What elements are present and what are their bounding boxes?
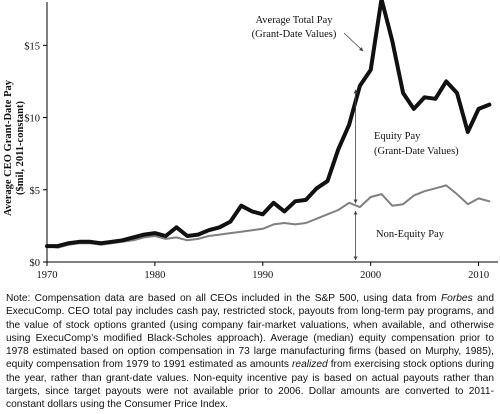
- ticks: 1970 1980 1990 2000 2010 $0 $5 $10 $15: [24, 41, 489, 281]
- y-tick-label: $10: [24, 114, 40, 125]
- annotations: Average Total Pay (Grant-Date Values) Eq…: [252, 15, 459, 240]
- x-tick-label: 2000: [360, 270, 381, 281]
- annotation-equity-pay-line1: Equity Pay: [374, 131, 421, 142]
- series-lines: [45, 0, 492, 249]
- note-italic-text: realized: [292, 359, 328, 371]
- x-tick-label: 1970: [37, 270, 58, 281]
- x-tick-label: 1980: [144, 270, 165, 281]
- total-pay-line: [45, 0, 492, 249]
- axes: [46, 2, 498, 263]
- note-text: Note: Compensation data are based on all…: [6, 293, 441, 304]
- note-text: and ExecuComp. CEO total pay includes ca…: [6, 293, 494, 371]
- annotation-arrows: [343, 32, 364, 261]
- annotation-total-pay-line1: Average Total Pay: [255, 15, 333, 26]
- note-text: from exercising stock options during the…: [6, 359, 494, 411]
- figure-note: Note: Compensation data are based on all…: [6, 292, 494, 412]
- total-pay-pointer-arrow: [343, 32, 364, 52]
- chart: Average CEO Grant-Date Pay ($mil, 2011-c…: [3, 0, 498, 281]
- annotation-non-equity-pay: Non-Equity Pay: [376, 229, 445, 240]
- x-tick-label: 1990: [252, 270, 273, 281]
- y-axis-label-line1: Average CEO Grant-Date Pay: [3, 79, 14, 216]
- note-italic-text: Forbes: [440, 293, 473, 304]
- y-tick-label: $0: [30, 258, 41, 269]
- y-axis-label-line2: ($mil, 2011-constant): [15, 101, 26, 195]
- x-tick-label: 2010: [468, 270, 489, 281]
- annotation-total-pay-line2: (Grant-Date Values): [252, 29, 337, 40]
- y-axis-label: Average CEO Grant-Date Pay ($mil, 2011-c…: [3, 79, 26, 216]
- y-tick-label: $15: [24, 41, 40, 52]
- y-tick-label: $5: [30, 186, 41, 197]
- annotation-equity-pay-line2: (Grant-Date Values): [374, 146, 459, 157]
